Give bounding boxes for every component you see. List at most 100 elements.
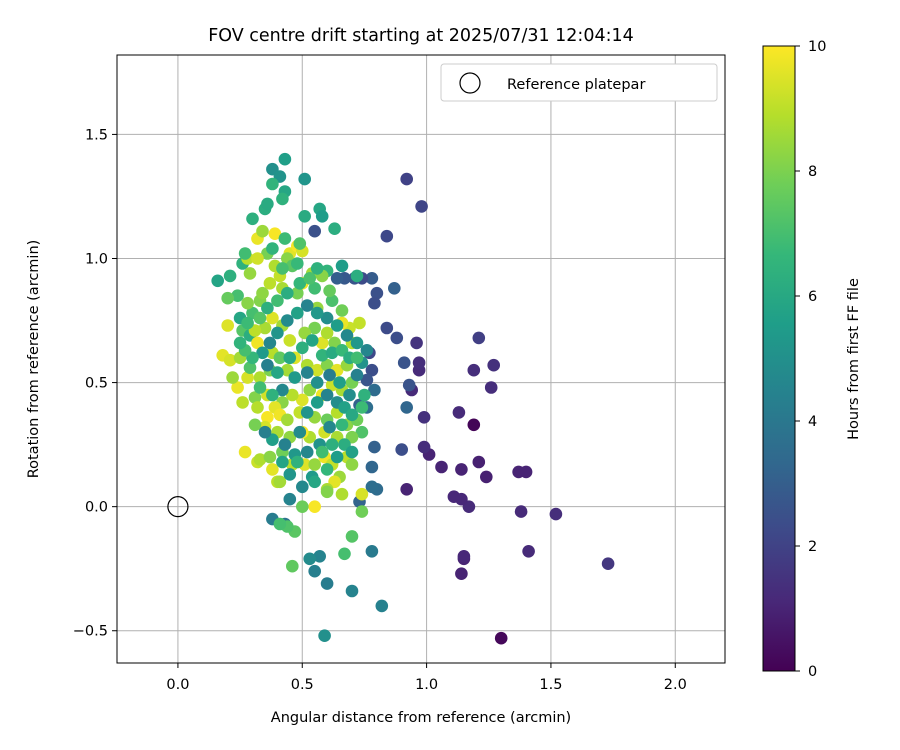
data-point (355, 487, 369, 501)
data-point (388, 282, 401, 295)
data-point (266, 177, 279, 191)
data-point (375, 599, 389, 613)
data-point (310, 396, 324, 409)
data-point (286, 388, 299, 402)
y-tick-label: −0.5 (73, 624, 108, 640)
legend-box (440, 63, 718, 102)
data-point (263, 277, 277, 290)
data-point (318, 629, 331, 642)
data-point (368, 383, 381, 397)
data-point (241, 371, 254, 384)
data-point (325, 438, 339, 451)
data-point (258, 425, 272, 439)
data-point (256, 346, 269, 360)
data-point (246, 212, 259, 226)
data-point (241, 296, 254, 310)
data-point (368, 440, 381, 454)
data-point (395, 443, 409, 456)
data-point (261, 358, 274, 372)
data-point (273, 351, 287, 365)
data-point (266, 463, 279, 476)
data-point (253, 371, 267, 384)
data-point (410, 336, 423, 350)
data-point (283, 351, 297, 365)
data-point (281, 314, 294, 327)
data-point (273, 517, 287, 531)
data-point (231, 381, 244, 394)
data-point (243, 267, 257, 280)
data-point (472, 331, 486, 345)
data-point (417, 440, 431, 454)
data-point (415, 200, 428, 213)
data-point (435, 460, 448, 474)
data-point (325, 346, 339, 360)
data-point (303, 272, 317, 285)
data-point (236, 396, 249, 409)
data-point (601, 557, 615, 570)
data-point (263, 450, 277, 464)
data-point (320, 311, 334, 325)
x-axis-label: Angular distance from reference (arcmin) (271, 710, 571, 726)
data-point (417, 411, 431, 424)
data-point (350, 269, 364, 283)
data-point (261, 197, 274, 211)
data-point (345, 445, 359, 459)
data-point (256, 286, 269, 300)
data-point (355, 425, 369, 439)
colorbar-tick-label: 4 (808, 414, 817, 430)
data-point (248, 391, 262, 404)
data-point (484, 381, 498, 394)
data-point (335, 487, 349, 501)
y-tick-label: 1.0 (85, 251, 108, 267)
data-point (305, 334, 319, 347)
data-point (278, 232, 292, 245)
legend-marker (459, 72, 481, 94)
data-point (238, 247, 252, 260)
data-point (291, 455, 304, 469)
data-point (360, 344, 374, 357)
x-tick-label: 1.0 (415, 677, 438, 693)
data-point (350, 368, 364, 382)
data-point (320, 358, 334, 372)
data-point (365, 480, 379, 494)
data-point (402, 378, 416, 392)
data-point (276, 455, 289, 469)
data-point (320, 577, 334, 590)
data-point (271, 326, 284, 340)
data-point (320, 388, 334, 402)
data-point (283, 468, 297, 481)
data-point (315, 445, 329, 459)
data-point (330, 272, 344, 285)
data-point (278, 152, 292, 166)
x-tick-label: 0.0 (166, 677, 189, 693)
data-point (310, 306, 324, 320)
data-point (223, 269, 237, 283)
data-point (281, 413, 294, 427)
data-point (320, 463, 334, 476)
data-point (256, 224, 269, 238)
data-point (310, 262, 324, 275)
data-point (480, 470, 493, 484)
data-point (315, 349, 329, 362)
data-point (291, 257, 304, 270)
data-point (343, 388, 356, 402)
data-point (298, 172, 312, 186)
colorbar-tick-label: 0 (808, 664, 817, 680)
data-point (310, 363, 324, 377)
data-point (296, 480, 309, 494)
data-point (325, 294, 339, 308)
data-point (457, 550, 471, 563)
colorbar: 0 2 4 6 8 10 Hours from first FF file (762, 39, 862, 680)
colorbar-label: Hours from first FF file (846, 278, 862, 440)
data-point (233, 336, 247, 350)
data-point (276, 383, 289, 397)
data-point (238, 445, 252, 459)
data-point (345, 458, 359, 471)
data-point (296, 393, 309, 407)
data-point (308, 321, 322, 335)
data-point (308, 564, 322, 578)
legend: Reference platepar (440, 63, 718, 102)
data-point (296, 500, 309, 513)
data-point (340, 329, 354, 342)
data-point (380, 321, 394, 335)
